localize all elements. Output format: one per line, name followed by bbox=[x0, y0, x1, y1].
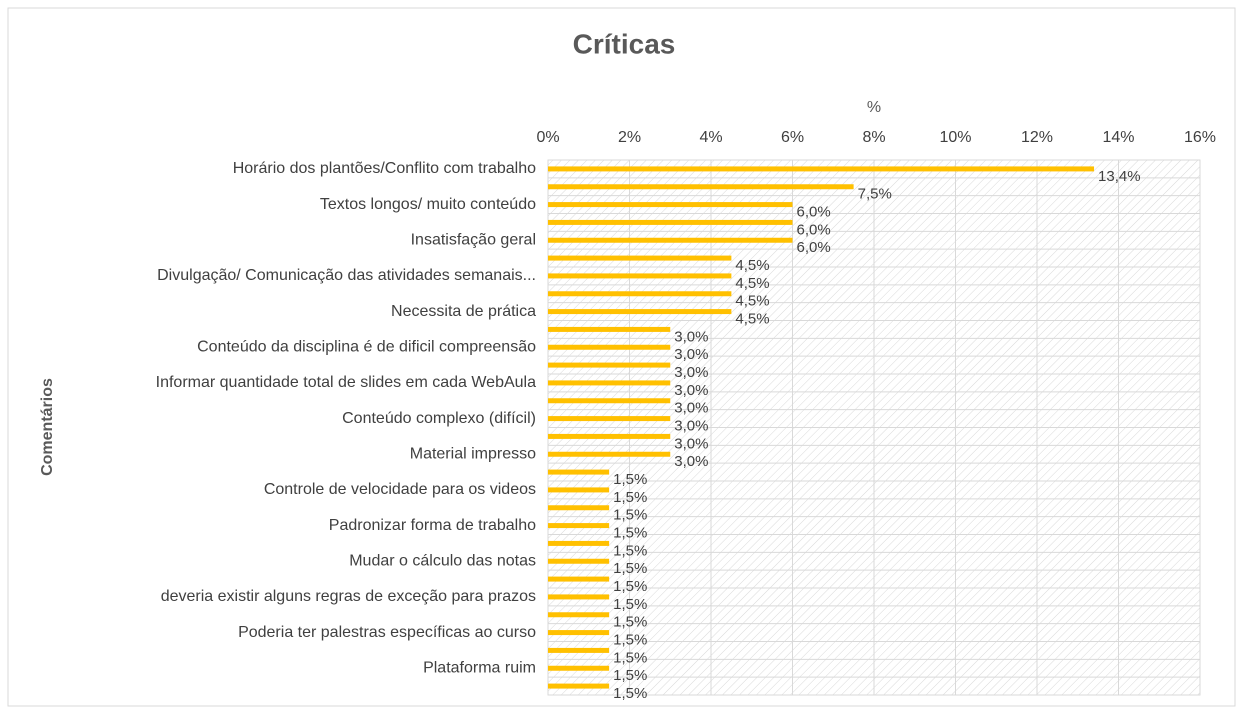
bar bbox=[548, 416, 671, 422]
data-label: 1,5% bbox=[613, 596, 647, 613]
data-label: 3,0% bbox=[674, 346, 708, 363]
data-label: 3,0% bbox=[674, 382, 708, 399]
x-tick-label: 14% bbox=[1102, 129, 1134, 146]
bar bbox=[548, 451, 671, 457]
y-tick-label: Divulgação/ Comunicação das atividades s… bbox=[157, 267, 536, 284]
data-label: 1,5% bbox=[613, 578, 647, 595]
bar bbox=[548, 647, 610, 653]
bar bbox=[548, 665, 610, 671]
x-tick-label: 16% bbox=[1184, 129, 1216, 146]
bar bbox=[548, 273, 732, 279]
bar bbox=[548, 558, 610, 564]
x-tick-label: 8% bbox=[862, 129, 885, 146]
y-tick-label: Padronizar forma de trabalho bbox=[329, 517, 536, 534]
y-tick-label: Plataforma ruim bbox=[423, 659, 536, 676]
x-tick-label: 6% bbox=[781, 129, 804, 146]
data-label: 6,0% bbox=[797, 221, 831, 238]
data-label: 1,5% bbox=[613, 560, 647, 577]
bar bbox=[548, 398, 671, 404]
data-label: 1,5% bbox=[613, 542, 647, 559]
bar bbox=[548, 505, 610, 511]
bar bbox=[548, 291, 732, 297]
y-tick-label: deveria existir alguns regras de exceção… bbox=[161, 588, 536, 605]
data-label: 3,0% bbox=[674, 364, 708, 381]
bar bbox=[548, 630, 610, 636]
bar bbox=[548, 469, 610, 475]
bar bbox=[548, 184, 854, 190]
data-label: 6,0% bbox=[797, 239, 831, 256]
y-axis-title: Comentários bbox=[39, 378, 56, 476]
bar bbox=[548, 380, 671, 386]
y-tick-label: Poderia ter palestras específicas ao cur… bbox=[238, 624, 536, 641]
chart-title: Críticas bbox=[573, 28, 676, 59]
bar bbox=[548, 202, 793, 208]
x-tick-label: 0% bbox=[536, 129, 559, 146]
data-label: 4,5% bbox=[735, 275, 769, 292]
data-label: 1,5% bbox=[613, 685, 647, 702]
data-label: 3,0% bbox=[674, 400, 708, 417]
bar bbox=[548, 219, 793, 225]
bar bbox=[548, 683, 610, 689]
bar bbox=[548, 487, 610, 493]
bar bbox=[548, 433, 671, 439]
data-label: 4,5% bbox=[735, 257, 769, 274]
bar bbox=[548, 594, 610, 600]
bar bbox=[548, 326, 671, 332]
y-tick-label: Horário dos plantões/Conflito com trabal… bbox=[233, 160, 536, 177]
data-label: 4,5% bbox=[735, 293, 769, 310]
x-tick-label: 4% bbox=[699, 129, 722, 146]
data-label: 13,4% bbox=[1098, 168, 1141, 185]
y-tick-label: Informar quantidade total de slides em c… bbox=[156, 374, 536, 391]
data-label: 3,0% bbox=[674, 435, 708, 452]
data-label: 3,0% bbox=[674, 418, 708, 435]
y-tick-label: Material impresso bbox=[410, 445, 536, 462]
data-label: 3,0% bbox=[674, 328, 708, 345]
data-label: 1,5% bbox=[613, 632, 647, 649]
y-tick-label: Conteúdo da disciplina é de dificil comp… bbox=[197, 338, 536, 355]
data-label: 1,5% bbox=[613, 507, 647, 524]
data-label: 4,5% bbox=[735, 311, 769, 328]
bar bbox=[548, 166, 1095, 172]
bar bbox=[548, 540, 610, 546]
x-tick-label: 12% bbox=[1021, 129, 1053, 146]
bar bbox=[548, 576, 610, 582]
bar bbox=[548, 255, 732, 261]
data-label: 7,5% bbox=[858, 186, 892, 203]
data-label: 1,5% bbox=[613, 471, 647, 488]
y-tick-label: Necessita de prática bbox=[391, 303, 536, 320]
bar bbox=[548, 523, 610, 529]
bar bbox=[548, 612, 610, 618]
data-label: 6,0% bbox=[797, 204, 831, 221]
y-tick-label: Textos longos/ muito conteúdo bbox=[320, 196, 536, 213]
data-label: 3,0% bbox=[674, 453, 708, 470]
y-tick-label: Conteúdo complexo (difícil) bbox=[342, 410, 536, 427]
y-tick-label: Insatisfação geral bbox=[411, 231, 536, 248]
data-label: 1,5% bbox=[613, 667, 647, 684]
y-tick-label: Mudar o cálculo das notas bbox=[349, 552, 536, 569]
data-label: 1,5% bbox=[613, 614, 647, 631]
y-tick-label: Controle de velocidade para os videos bbox=[264, 481, 536, 498]
bar bbox=[548, 362, 671, 368]
bar bbox=[548, 237, 793, 243]
data-label: 1,5% bbox=[613, 525, 647, 542]
data-label: 1,5% bbox=[613, 489, 647, 506]
x-axis-title: % bbox=[867, 99, 881, 116]
bar bbox=[548, 344, 671, 350]
bar bbox=[548, 309, 732, 315]
x-tick-label: 2% bbox=[618, 129, 641, 146]
data-label: 1,5% bbox=[613, 649, 647, 666]
x-tick-label: 10% bbox=[939, 129, 971, 146]
